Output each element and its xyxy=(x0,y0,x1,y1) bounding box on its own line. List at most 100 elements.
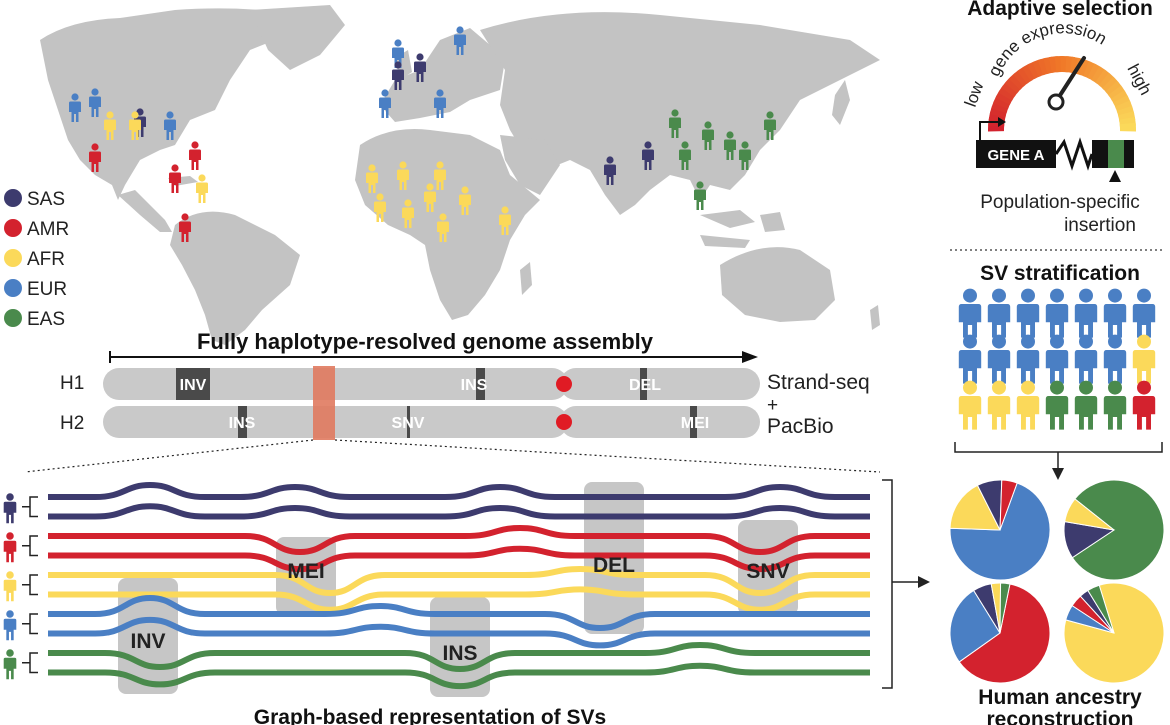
stratification-title: SV stratification xyxy=(980,262,1140,285)
map-arabia xyxy=(500,135,560,195)
pie-3-slice-amr xyxy=(958,583,1051,684)
strat-person-eur xyxy=(1074,334,1098,384)
gauge-segment xyxy=(1108,85,1126,101)
graph-bracket-eas xyxy=(22,652,38,674)
strat-person-afr xyxy=(987,380,1011,430)
centromere-h1 xyxy=(556,376,572,392)
ancestry-title-2: reconstruction xyxy=(986,708,1133,725)
strat-person-eur xyxy=(987,288,1011,338)
graph-person-sas xyxy=(3,493,17,524)
pie-2-slice-eas xyxy=(1071,479,1165,581)
sv-label-mei: MEI xyxy=(287,560,324,583)
strat-person-amr xyxy=(1132,380,1156,430)
haplotype-line-eur xyxy=(48,594,870,632)
strat-person-eur xyxy=(1103,288,1127,338)
strat-person-eur xyxy=(1132,288,1156,338)
legend-label-eur: EUR xyxy=(27,279,67,300)
sv-box-ins xyxy=(430,597,490,697)
gauge-segment xyxy=(1110,90,1129,105)
gauge-segment xyxy=(1105,80,1123,97)
legend-label-amr: AMR xyxy=(27,219,69,240)
gauge-segment xyxy=(1027,61,1041,79)
graph-bracket xyxy=(882,479,920,689)
strat-person-eur xyxy=(987,334,1011,384)
marker-inv-h1-label: INV xyxy=(180,377,207,394)
strat-person-eur xyxy=(1016,288,1040,338)
ancestry-title-1: Human ancestry xyxy=(978,686,1142,709)
gauge-segment xyxy=(1115,100,1133,114)
graph-person-eas xyxy=(3,649,17,680)
gauge-segment xyxy=(1008,72,1026,90)
graph-person-afr xyxy=(3,571,17,602)
haplotype-line-amr xyxy=(48,524,870,556)
haplotype-line-eur xyxy=(48,616,870,649)
legend-label-eas: EAS xyxy=(27,309,65,330)
gauge-segment xyxy=(998,85,1016,101)
map-person-amr xyxy=(189,141,201,170)
marker-del-h1 xyxy=(640,368,647,400)
map-sea-islands xyxy=(700,210,785,248)
graph-population-icons xyxy=(3,493,38,680)
world-map xyxy=(40,5,880,345)
gauge-segment xyxy=(1017,66,1033,84)
marker-ins-h2 xyxy=(238,406,247,438)
pie-4-slice-eas xyxy=(1087,584,1115,634)
strat-person-eas xyxy=(1045,380,1069,430)
stratification-bracket xyxy=(954,442,1163,470)
sv-labels: INV MEI INS DEL SNV xyxy=(130,554,789,665)
gauge-segment xyxy=(1091,66,1107,84)
tech-plus: + xyxy=(767,395,778,416)
graph-person-eur xyxy=(3,610,17,641)
strat-person-eur xyxy=(1045,334,1069,384)
map-person-amr xyxy=(169,164,181,193)
haplotype-1-label: H1 xyxy=(60,373,84,394)
expression-gauge xyxy=(988,56,1137,132)
marker-snv-h2-label: SNV xyxy=(392,415,425,432)
highlighted-region xyxy=(313,366,335,440)
strat-person-eur xyxy=(958,334,982,384)
ancestry-pies xyxy=(949,479,1165,684)
legend-dot-afr xyxy=(4,249,22,267)
pie-1-slice-eur xyxy=(949,482,1051,581)
map-asia xyxy=(480,12,880,216)
marker-mei-h2-label: MEI xyxy=(681,415,709,432)
legend-dot-eas xyxy=(4,309,22,327)
chromosome-h2 xyxy=(103,406,760,438)
map-europe xyxy=(380,28,505,122)
marker-snv-h2 xyxy=(407,406,410,438)
sv-label-snv: SNV xyxy=(746,560,789,583)
zoom-lines xyxy=(24,439,881,473)
map-japan xyxy=(832,80,850,125)
marker-inv-h1 xyxy=(176,368,210,400)
legend-dot-amr xyxy=(4,219,22,237)
pie-3-slice-eas xyxy=(999,582,1011,634)
adaptive-title: Adaptive selection xyxy=(967,0,1153,20)
haplotype-line-sas xyxy=(48,481,870,500)
haplotype-line-eas xyxy=(48,641,870,673)
strat-person-afr xyxy=(958,380,982,430)
gauge-segment xyxy=(1004,76,1022,94)
map-australia xyxy=(720,247,835,322)
stratification-arrow xyxy=(1052,468,1064,480)
haplotype-line-afr xyxy=(48,565,870,597)
stratification-grid xyxy=(958,288,1156,430)
pie-1-slice-afr xyxy=(949,484,1001,531)
tech-strand-seq: Strand-seq xyxy=(767,371,870,394)
graph-bracket-sas xyxy=(22,496,38,518)
pie-3-slice-eur xyxy=(949,589,1001,663)
map-new-zealand xyxy=(870,305,880,330)
map-north-america xyxy=(40,8,300,201)
marker-ins-h2-label: INS xyxy=(229,415,256,432)
legend-label-afr: AFR xyxy=(27,249,65,270)
graph-to-ancestry-arrow xyxy=(918,576,930,588)
strat-person-afr xyxy=(1132,334,1156,384)
gauge-segment xyxy=(1098,72,1116,90)
legend-label-sas: SAS xyxy=(27,189,65,210)
graph-title: Graph-based representation of SVs xyxy=(254,706,606,725)
chromosome-h1 xyxy=(103,368,760,400)
map-greenland xyxy=(250,5,345,70)
tech-pacbio: PacBio xyxy=(767,415,834,438)
assembly-title: Fully haplotype-resolved genome assembly xyxy=(197,329,654,354)
graph-bracket-eur xyxy=(22,613,38,635)
insertion-caption-1: Population-specific xyxy=(980,192,1139,213)
